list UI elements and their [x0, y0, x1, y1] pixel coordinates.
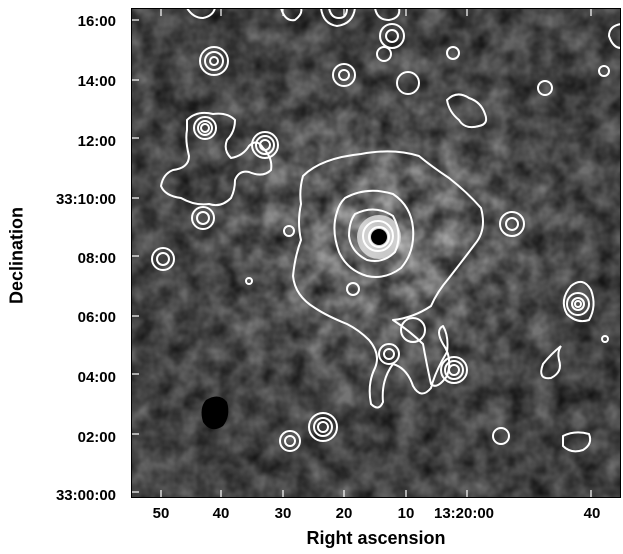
contour-far-left-source [151, 247, 175, 271]
contour-top-edge-1 [186, 8, 216, 19]
contour-left-source-1 [193, 116, 217, 140]
y-tick-14-00: 14:00 [77, 73, 116, 90]
contour-left-source-2 [251, 131, 279, 159]
contour-top-source-1c [209, 56, 219, 66]
x-tick-40: 40 [212, 505, 230, 522]
contour-right-source-2b [566, 292, 590, 316]
contour-top-source-1b [204, 51, 224, 71]
contour-core-2 [368, 226, 390, 248]
contour-top-source-3b [385, 29, 399, 43]
x-axis-label: Right ascension [306, 528, 446, 548]
y-tick-08-00: 08:00 [77, 250, 116, 267]
contour-top-edge-4 [374, 8, 401, 21]
contour-top-edge-2 [280, 8, 303, 22]
contour-top-right-1 [598, 65, 610, 77]
contour-right-source-3 [540, 345, 562, 380]
contour-far-left-source-b [156, 252, 170, 266]
contour-right-source-2d [574, 300, 582, 308]
contour-top-source-2b [338, 69, 350, 81]
sky-image [131, 8, 621, 498]
contour-left-source-2c [259, 139, 271, 151]
x-tick-20: 20 [335, 505, 353, 522]
x-tick-50: 50 [152, 505, 170, 522]
y-tick-02-00: 02:00 [77, 429, 116, 446]
contour-lower-source-2 [378, 343, 400, 365]
contour-right-source-4 [562, 431, 592, 453]
x-tick-40-right: 40 [583, 505, 601, 522]
contour-left-source-1c [200, 123, 210, 133]
contour-lower-source-1 [400, 317, 426, 343]
sky-image-svg [131, 8, 621, 498]
x-tick-30: 30 [274, 505, 292, 522]
contour-lower-source-6b [284, 435, 296, 447]
contour-cluster-inner [348, 208, 400, 262]
y-tick-04-00: 04:00 [77, 369, 116, 386]
contour-small-west [283, 225, 295, 237]
contour-top-edge-3 [320, 8, 356, 27]
dark-patch [201, 396, 229, 430]
contour-top-source-5 [396, 71, 420, 95]
contour-left-source-2b [255, 135, 275, 155]
frame-ticks [131, 8, 592, 498]
contour-right-source-1b [505, 217, 519, 231]
contour-lower-source-6 [279, 430, 301, 452]
y-axis-label: Declination [6, 207, 27, 305]
contour-lower-source-4 [492, 427, 510, 445]
contour-lower-source-3c [448, 364, 460, 376]
x-tick-13-20-00: 13:20:00 [433, 505, 495, 522]
y-tick-12-00: 12:00 [77, 133, 116, 150]
contour-lower-source-5 [308, 412, 338, 442]
contour-core-1 [362, 220, 394, 252]
contour-right-source-2c [571, 297, 585, 311]
contour-cluster-outer [292, 150, 484, 409]
contour-lower-source-2b [383, 348, 395, 360]
contour-right-edge-1 [608, 23, 621, 49]
contour-lower-source-3 [440, 356, 468, 384]
contour-left-source-3b [196, 211, 210, 225]
y-tick-06-00: 06:00 [77, 309, 116, 326]
contour-top-source-1 [199, 46, 229, 76]
contour-lower-source-5c [317, 421, 329, 433]
contour-left-group [160, 111, 273, 207]
contour-left-source-1b [197, 120, 213, 136]
contour-top-source-6 [446, 46, 460, 60]
core-center [371, 229, 387, 245]
contour-top-source-3 [379, 23, 405, 49]
contour-cluster-middle [333, 189, 415, 278]
contour-right-source-1 [499, 211, 525, 237]
contour-knot [346, 282, 360, 296]
contour-small-source-1 [245, 277, 253, 285]
y-tick-33-00-00: 33:00:00 [55, 487, 116, 504]
contour-right-source-5 [601, 335, 609, 343]
contour-top-source-4 [376, 46, 392, 62]
contour-lower-source-5b [313, 417, 333, 437]
contour-left-source-3 [191, 206, 215, 230]
y-tick-33-10-00: 33:10:00 [55, 191, 116, 208]
contour-top-source-2 [332, 63, 356, 87]
contour-top-source-7 [446, 93, 488, 129]
contour-top-source-8 [537, 80, 553, 96]
contour-top-edge-3b [328, 8, 348, 19]
contour-right-source-2 [562, 280, 595, 323]
y-tick-16-00: 16:00 [77, 13, 116, 30]
contour-lower-source-3b [444, 360, 464, 380]
frame-border [131, 8, 621, 498]
x-tick-10: 10 [397, 505, 415, 522]
